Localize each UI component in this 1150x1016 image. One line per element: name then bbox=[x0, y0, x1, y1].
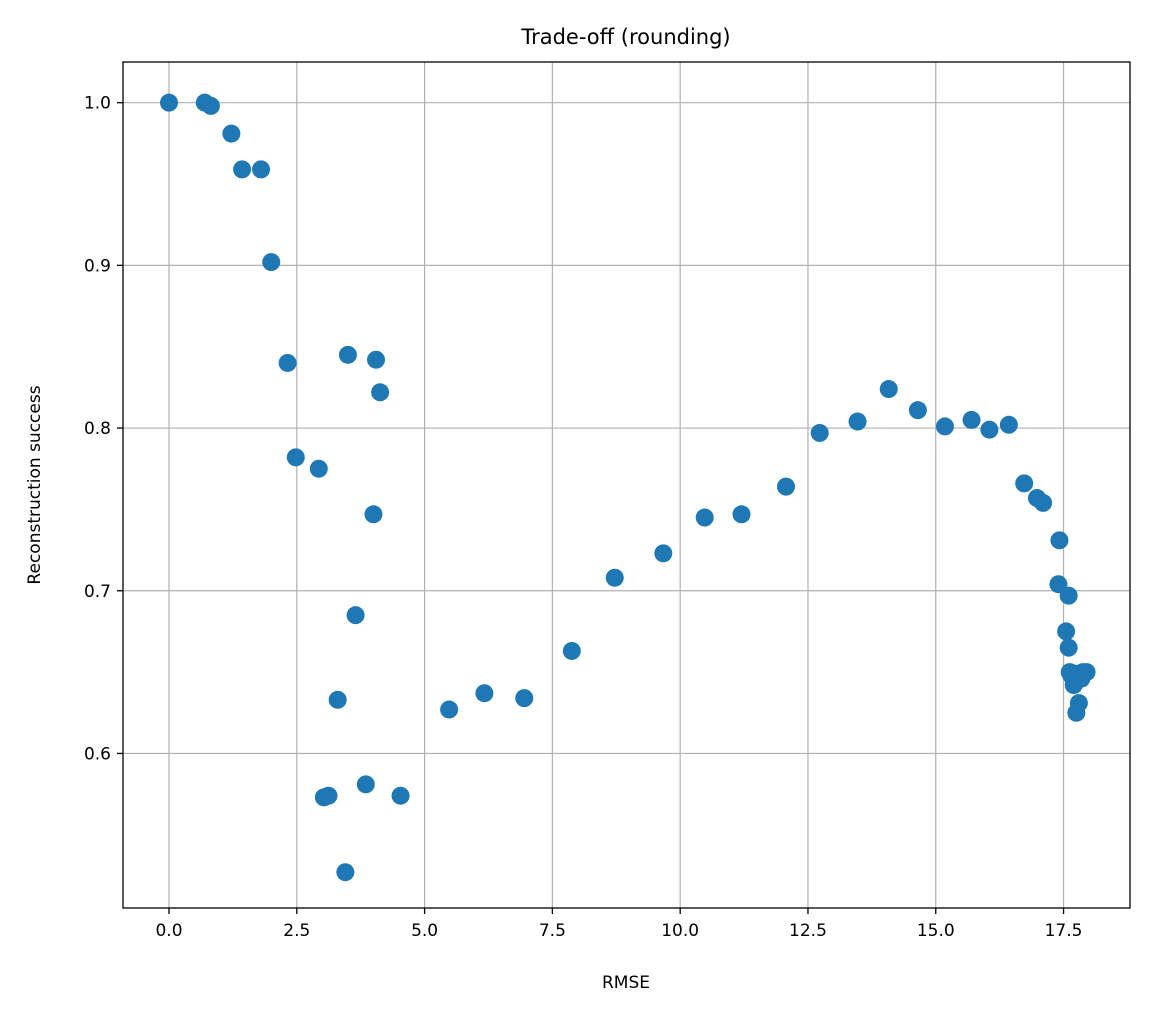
data-point bbox=[810, 423, 829, 442]
y-tick-label: 1.0 bbox=[84, 94, 111, 114]
data-point bbox=[391, 786, 410, 805]
data-point bbox=[1057, 622, 1076, 641]
data-point bbox=[695, 508, 714, 527]
y-tick-label: 0.9 bbox=[84, 256, 111, 276]
data-point bbox=[222, 124, 241, 143]
data-point bbox=[776, 477, 795, 496]
data-point bbox=[1015, 474, 1034, 493]
x-tick-label: 0.0 bbox=[155, 921, 182, 941]
data-point bbox=[1072, 669, 1091, 688]
data-point bbox=[286, 448, 305, 467]
data-point bbox=[879, 380, 898, 399]
y-tick-label: 0.6 bbox=[84, 744, 111, 764]
data-point bbox=[848, 412, 867, 431]
grid bbox=[123, 62, 1130, 908]
x-axis-label: RMSE bbox=[602, 973, 650, 993]
data-point bbox=[562, 641, 581, 660]
data-points bbox=[160, 93, 1096, 882]
data-point bbox=[475, 684, 494, 703]
y-tick-label: 0.8 bbox=[84, 419, 111, 439]
data-point bbox=[999, 415, 1018, 434]
y-tick-label: 0.7 bbox=[84, 582, 111, 602]
data-point bbox=[346, 606, 365, 625]
data-point bbox=[935, 417, 954, 436]
y-axis: 0.6 0.7 0.8 0.9 1.0 bbox=[84, 94, 123, 764]
x-tick-label: 17.5 bbox=[1045, 921, 1083, 941]
x-tick-label: 10.0 bbox=[661, 921, 699, 941]
data-point bbox=[367, 350, 386, 369]
plot-frame bbox=[122, 61, 1131, 909]
data-point bbox=[962, 410, 981, 429]
y-axis-label: Reconstruction success bbox=[25, 385, 45, 584]
data-point bbox=[654, 544, 673, 563]
data-point bbox=[605, 568, 624, 587]
data-point bbox=[1069, 694, 1088, 713]
data-point bbox=[440, 700, 459, 719]
data-point bbox=[336, 863, 355, 882]
data-point bbox=[328, 690, 347, 709]
x-tick-label: 15.0 bbox=[917, 921, 955, 941]
data-point bbox=[1059, 638, 1078, 657]
x-axis: 0.0 2.5 5.0 7.5 10.0 12.5 15.0 17.5 bbox=[155, 908, 1082, 941]
chart-title: Trade-off (rounding) bbox=[520, 25, 730, 49]
data-point bbox=[732, 505, 751, 524]
x-tick-label: 12.5 bbox=[789, 921, 827, 941]
data-point bbox=[252, 160, 271, 179]
data-point bbox=[309, 459, 328, 478]
data-point bbox=[515, 689, 534, 708]
data-point bbox=[1034, 493, 1053, 512]
data-point bbox=[160, 93, 179, 112]
data-point bbox=[356, 775, 375, 794]
data-point bbox=[278, 353, 297, 372]
x-tick-label: 7.5 bbox=[539, 921, 566, 941]
data-point bbox=[262, 253, 281, 272]
data-point bbox=[319, 786, 338, 805]
data-point bbox=[364, 505, 383, 524]
data-point bbox=[201, 96, 220, 115]
data-point bbox=[1059, 586, 1078, 605]
data-point bbox=[233, 160, 252, 179]
data-point bbox=[908, 401, 927, 420]
data-point bbox=[1050, 531, 1069, 550]
x-tick-label: 2.5 bbox=[283, 921, 310, 941]
data-point bbox=[371, 383, 390, 402]
x-tick-label: 5.0 bbox=[411, 921, 438, 941]
data-point bbox=[980, 420, 999, 439]
data-point bbox=[338, 345, 357, 364]
